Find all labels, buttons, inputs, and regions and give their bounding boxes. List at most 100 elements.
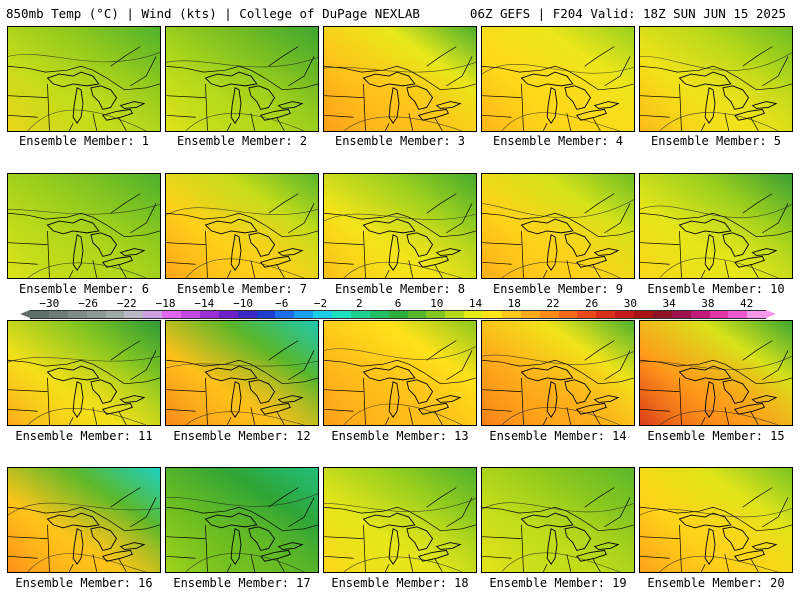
ensemble-member-map [7, 26, 161, 132]
temperature-field-map [482, 321, 634, 425]
colorbar-swatch [218, 311, 238, 318]
colorbar-swatch [690, 311, 710, 318]
ensemble-member-map [639, 320, 793, 426]
colorbar-tick-label: 38 [701, 297, 715, 310]
ensemble-member-label: Ensemble Member: 2 [176, 134, 308, 148]
ensemble-member-label: Ensemble Member: 5 [650, 134, 782, 148]
ensemble-member-map [165, 26, 319, 132]
colorbar-tick-label: 18 [507, 297, 521, 310]
colorbar-swatch [181, 311, 200, 318]
colorbar-swatch [67, 311, 87, 318]
colorbar-tick-label: −2 [313, 297, 328, 310]
colorbar-swatch [162, 311, 181, 318]
colorbar-swatch [539, 311, 559, 318]
ensemble-member-map [639, 467, 793, 573]
ensemble-member-label: Ensemble Member: 9 [492, 282, 624, 296]
colorbar-swatch [652, 311, 672, 318]
colorbar-swatch [48, 311, 68, 318]
temperature-field-map [640, 174, 792, 278]
temperature-field-map [8, 321, 160, 425]
colorbar-tick-label: 30 [623, 297, 638, 310]
ensemble-member-label: Ensemble Member: 3 [334, 134, 466, 148]
ensemble-member-label: Ensemble Member: 7 [176, 282, 308, 296]
colorbar-tick-label: −14 [194, 297, 215, 310]
ensemble-member-map [323, 467, 477, 573]
ensemble-member-label: Ensemble Member: 10 [647, 282, 785, 296]
colorbar-swatch [671, 311, 691, 318]
colorbar-tick-label: 26 [585, 297, 599, 310]
colorbar-tick-label: −30 [39, 297, 60, 310]
ensemble-member-label: Ensemble Member: 13 [331, 429, 469, 443]
ensemble-member-map [481, 26, 635, 132]
colorbar-swatch [634, 311, 653, 318]
ensemble-member-map [639, 26, 793, 132]
temperature-field-map [8, 27, 160, 131]
temperature-field-map [166, 174, 318, 278]
colorbar-swatch [237, 311, 257, 318]
colorbar-tick-label: 6 [394, 297, 402, 310]
temperature-field-map [166, 27, 318, 131]
ensemble-member-map [323, 173, 477, 279]
temperature-field-map [8, 468, 160, 572]
colorbar-swatch [709, 311, 729, 318]
colorbar-tick-label: 34 [662, 297, 676, 310]
ensemble-member-label: Ensemble Member: 4 [492, 134, 624, 148]
ensemble-member-label: Ensemble Member: 14 [489, 429, 627, 443]
ensemble-member-map [481, 467, 635, 573]
colorbar-swatch [86, 311, 106, 318]
colorbar-tick-label: 10 [430, 297, 444, 310]
temperature-field-map [640, 468, 792, 572]
colorbar-swatch [350, 311, 370, 318]
ensemble-member-map [165, 467, 319, 573]
ensemble-member-label: Ensemble Member: 18 [331, 576, 469, 590]
colorbar-swatch [596, 311, 616, 318]
temperature-field-map [8, 174, 160, 278]
colorbar-tick-label: 14 [468, 297, 483, 310]
ensemble-member-map [7, 320, 161, 426]
colorbar-swatch [520, 311, 540, 318]
ensemble-member-label: Ensemble Member: 11 [15, 429, 153, 443]
colorbar-tick-label: 22 [546, 297, 560, 310]
ensemble-member-map [323, 26, 477, 132]
ensemble-member-map [481, 173, 635, 279]
colorbar-swatch [388, 311, 408, 318]
ensemble-member-map [7, 467, 161, 573]
ensemble-member-map [481, 320, 635, 426]
colorbar-swatch [256, 311, 276, 318]
ensemble-member-map [323, 320, 477, 426]
ensemble-member-label: Ensemble Member: 16 [15, 576, 153, 590]
ensemble-member-label: Ensemble Member: 8 [334, 282, 466, 296]
colorbar-swatch [30, 311, 49, 318]
colorbar-swatch [124, 311, 144, 318]
colorbar-swatch [275, 311, 295, 318]
colorbar-tick-label: −18 [155, 297, 176, 310]
colorbar-high-arrow [766, 310, 776, 318]
colorbar-swatch [483, 311, 502, 318]
ensemble-member-map [165, 320, 319, 426]
ensemble-member-label: Ensemble Member: 1 [18, 134, 150, 148]
colorbar-swatch [105, 311, 125, 318]
ensemble-member-label: Ensemble Member: 15 [647, 429, 785, 443]
temperature-field-map [324, 321, 476, 425]
chart-title: 850mb Temp (°C) | Wind (kts) | College o… [6, 6, 420, 21]
colorbar-tick-label: −6 [275, 297, 289, 310]
temperature-field-map [324, 27, 476, 131]
colorbar-swatch [615, 311, 634, 318]
colorbar-swatch [577, 311, 597, 318]
colorbar-swatch [313, 311, 332, 318]
ensemble-member-label: Ensemble Member: 20 [647, 576, 785, 590]
colorbar-low-arrow [20, 310, 30, 318]
colorbar-swatch [426, 311, 446, 318]
colorbar-swatch [294, 311, 314, 318]
temperature-field-map [166, 468, 318, 572]
colorbar-tick-label: −22 [116, 297, 137, 310]
colorbar-tick-label: −26 [78, 297, 99, 310]
colorbar-swatch [445, 311, 465, 318]
colorbar-swatch [558, 311, 578, 318]
ensemble-member-label: Ensemble Member: 19 [489, 576, 627, 590]
colorbar-swatch [143, 311, 163, 318]
temperature-field-map [166, 321, 318, 425]
temperature-field-map [640, 27, 792, 131]
colorbar-tick-label: −10 [233, 297, 253, 310]
colorbar-swatch [332, 311, 351, 318]
